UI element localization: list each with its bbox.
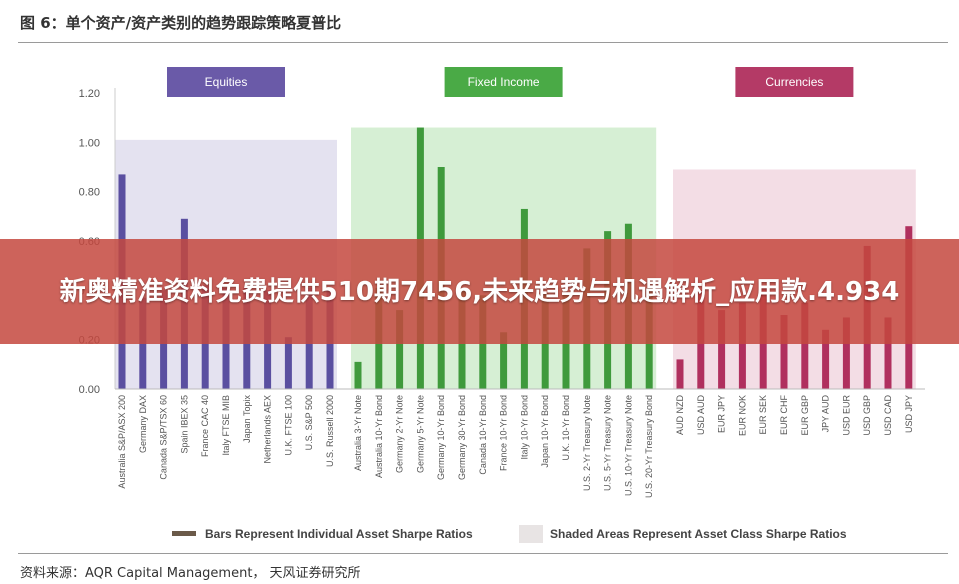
- category-label: USD EUR: [841, 395, 851, 436]
- bar: [884, 317, 892, 389]
- category-label: USD GBP: [862, 395, 872, 436]
- bar: [284, 337, 292, 389]
- category-label: Australia 3-Yr Note: [353, 395, 363, 471]
- category-label: EUR SEK: [758, 395, 768, 435]
- overlay-banner[interactable]: 新奥精准资料免费提供510期7456,未来趋势与机遇解析_应用款.4.934: [0, 239, 959, 344]
- y-tick-label: 0.80: [79, 187, 100, 199]
- category-label: Italy 10-Yr Bond: [519, 395, 529, 460]
- category-label: Japan 10-Yr Bond: [540, 395, 550, 468]
- group-label-box: [444, 67, 563, 97]
- category-label: Canada S&P/TSX 60: [159, 395, 169, 480]
- legend-shaded-label: Shaded Areas Represent Asset Class Sharp…: [550, 527, 847, 541]
- y-tick-label: 1.20: [79, 88, 100, 100]
- group-label-box: [735, 67, 854, 97]
- category-label: Germany DAX: [138, 395, 148, 453]
- category-label: U.S. 10-Yr Treasury Note: [623, 395, 633, 496]
- source-note: 资料来源：AQR Capital Management， 天风证券研究所: [20, 566, 361, 581]
- category-label: Australia 10-Yr Bond: [374, 395, 384, 478]
- category-label: JPY AUD: [821, 395, 831, 433]
- category-label: Germany 5-Yr Note: [415, 395, 425, 473]
- bar: [801, 302, 809, 389]
- category-label: Germany 2-Yr Note: [395, 395, 405, 473]
- category-label: USD CAD: [883, 395, 893, 436]
- category-label: Italy FTSE MIB: [221, 395, 231, 456]
- bar: [718, 310, 726, 389]
- category-label: U.S. Russell 2000: [325, 395, 335, 467]
- overlay-banner-text: 新奥精准资料免费提供510期7456,未来趋势与机遇解析_应用款.4.934: [59, 276, 900, 307]
- category-label: EUR GBP: [800, 395, 810, 436]
- bar: [354, 361, 362, 389]
- category-label: USD AUD: [696, 395, 706, 436]
- category-label: USD JPY: [904, 395, 914, 433]
- bar: [396, 310, 404, 389]
- bar: [780, 315, 788, 389]
- group-label: Equities: [205, 75, 248, 89]
- category-label: Japan Topix: [242, 395, 252, 443]
- bar: [676, 359, 684, 389]
- group-label: Currencies: [765, 75, 823, 89]
- category-label: France CAC 40: [200, 395, 210, 457]
- group-label-box: [167, 67, 285, 97]
- category-label: AUD NZD: [675, 395, 685, 435]
- figure-title: 图 6：单个资产/资产类别的趋势跟踪策略夏普比: [20, 14, 342, 32]
- bar: [738, 302, 746, 389]
- category-label: U.K. FTSE 100: [283, 395, 293, 456]
- legend-bars-label: Bars Represent Individual Asset Sharpe R…: [205, 527, 473, 541]
- bar: [500, 332, 508, 389]
- source-divider: [18, 553, 948, 554]
- group-label: Fixed Income: [468, 75, 540, 89]
- legend-bar-swatch: [172, 531, 196, 536]
- category-label: U.S. 2-Yr Treasury Note: [582, 395, 592, 491]
- category-label: EUR CHF: [779, 394, 789, 435]
- category-label: EUR NOK: [737, 395, 747, 436]
- category-label: Canada 10-Yr Bond: [478, 395, 488, 475]
- legend-shade-swatch: [519, 525, 543, 543]
- category-label: Germany 30-Yr Bond: [457, 395, 467, 480]
- title-divider: [18, 42, 948, 43]
- category-label: U.S. 5-Yr Treasury Note: [603, 395, 613, 491]
- y-tick-label: 1.00: [79, 137, 100, 149]
- category-label: U.S. S&P 500: [304, 395, 314, 450]
- category-label: EUR JPY: [717, 395, 727, 433]
- category-label: U.S. 20-Yr Treasury Bond: [644, 395, 654, 498]
- bar: [822, 329, 830, 389]
- bar: [842, 317, 850, 389]
- category-label: Germany 10-Yr Bond: [436, 395, 446, 480]
- category-label: Spain IBEX 35: [179, 395, 189, 454]
- category-label: France 10-Yr Bond: [499, 395, 509, 471]
- category-label: U.K. 10-Yr Bond: [561, 395, 571, 461]
- category-label: Netherlands AEX: [263, 395, 273, 464]
- y-tick-label: 0.00: [79, 384, 100, 396]
- category-label: Australia S&P/ASX 200: [117, 395, 127, 489]
